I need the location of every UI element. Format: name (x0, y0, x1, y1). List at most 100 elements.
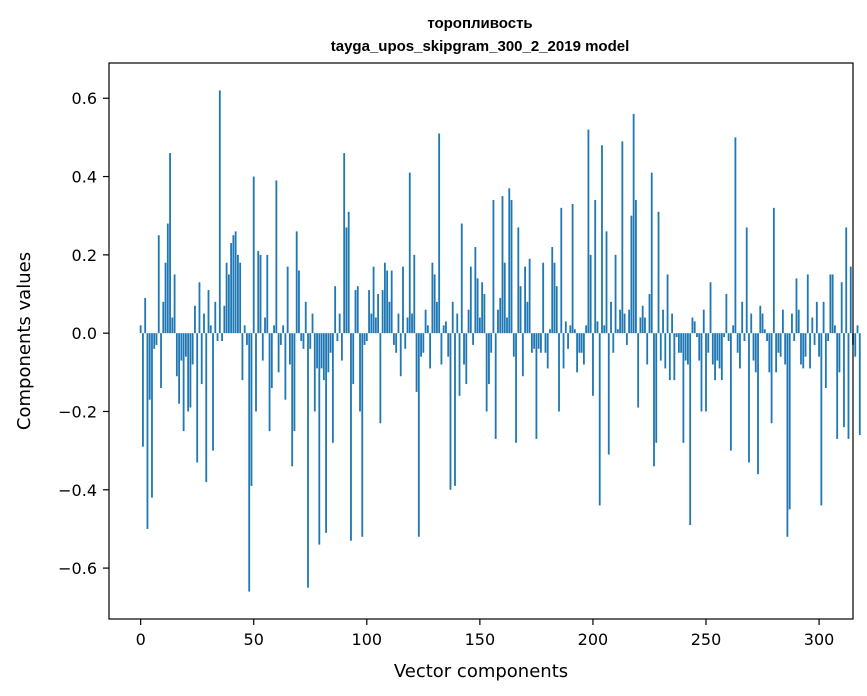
x-tick-label: 150 (465, 630, 496, 649)
bar (707, 333, 710, 353)
bar (601, 145, 603, 334)
bar (248, 333, 251, 592)
bar (266, 254, 269, 334)
x-tick-label: 100 (352, 630, 383, 649)
bar (573, 329, 576, 334)
bar (429, 333, 432, 369)
bar (282, 325, 285, 334)
bar (653, 333, 655, 467)
bar (293, 333, 296, 432)
bar (264, 317, 266, 334)
bar (478, 317, 481, 334)
bar (289, 333, 291, 365)
bar (343, 153, 346, 334)
bar (189, 333, 192, 408)
bar (157, 235, 160, 334)
bar (720, 333, 723, 381)
bar (705, 333, 707, 412)
bar (227, 274, 230, 334)
bar (582, 333, 585, 365)
bar (734, 137, 737, 334)
bar (592, 333, 594, 396)
bar (334, 286, 337, 334)
bar (243, 325, 246, 334)
bar (854, 333, 857, 357)
bar (822, 301, 825, 334)
bar (139, 325, 142, 334)
bar (689, 333, 692, 526)
bar (142, 333, 144, 447)
bar (363, 333, 366, 345)
bar (365, 333, 368, 341)
bar (460, 223, 463, 334)
bar (770, 333, 773, 424)
bar (546, 333, 549, 369)
bar (714, 333, 716, 381)
bar (718, 333, 721, 369)
bar (562, 333, 565, 369)
bar (691, 317, 694, 334)
bar (616, 329, 619, 334)
bar (329, 333, 332, 353)
bar (610, 301, 612, 334)
bar (481, 282, 484, 334)
bar (815, 301, 818, 334)
bar (198, 282, 201, 334)
bar (603, 325, 606, 334)
bar (585, 325, 588, 334)
bar (169, 153, 171, 334)
bar (791, 313, 793, 334)
bar (677, 333, 680, 353)
bar (463, 333, 465, 365)
bar (476, 278, 479, 334)
bar (239, 262, 242, 334)
bar (440, 333, 443, 365)
bar (596, 321, 599, 334)
bar (237, 254, 239, 334)
bar (544, 333, 547, 353)
bar (641, 305, 644, 334)
bar (840, 282, 843, 334)
bar (784, 333, 787, 365)
bar (533, 333, 536, 349)
bar (483, 294, 486, 334)
bar (646, 333, 649, 365)
bar (216, 333, 219, 341)
bar (411, 313, 413, 334)
bar (417, 333, 420, 537)
bar (325, 333, 327, 533)
bar (422, 333, 425, 353)
bar (687, 333, 689, 365)
x-tick-label: 300 (804, 630, 835, 649)
bar (628, 309, 631, 334)
bar (540, 333, 542, 353)
bar (763, 329, 766, 334)
bar (802, 333, 805, 369)
bar (200, 333, 203, 385)
bar (472, 333, 474, 345)
bar (551, 247, 554, 334)
bar (555, 286, 558, 334)
bar (345, 227, 348, 334)
bar (203, 313, 205, 334)
bar (261, 333, 264, 361)
bar (173, 274, 176, 334)
bar (630, 215, 633, 334)
bar (775, 333, 778, 373)
bar (268, 333, 271, 432)
bar (524, 266, 526, 334)
bar (490, 333, 493, 353)
bar (341, 333, 343, 361)
x-tick-label: 200 (578, 630, 609, 649)
bar (397, 313, 400, 334)
bar (818, 333, 820, 357)
y-axis: −0.6 −0.4 −0.2 0.0 0.2 0.4 0.6 (58, 89, 109, 578)
bar (723, 333, 726, 338)
bar (625, 333, 628, 345)
bar (196, 333, 199, 463)
bar (146, 333, 149, 529)
bar (793, 333, 796, 341)
bar (252, 176, 255, 334)
bar (492, 200, 495, 334)
